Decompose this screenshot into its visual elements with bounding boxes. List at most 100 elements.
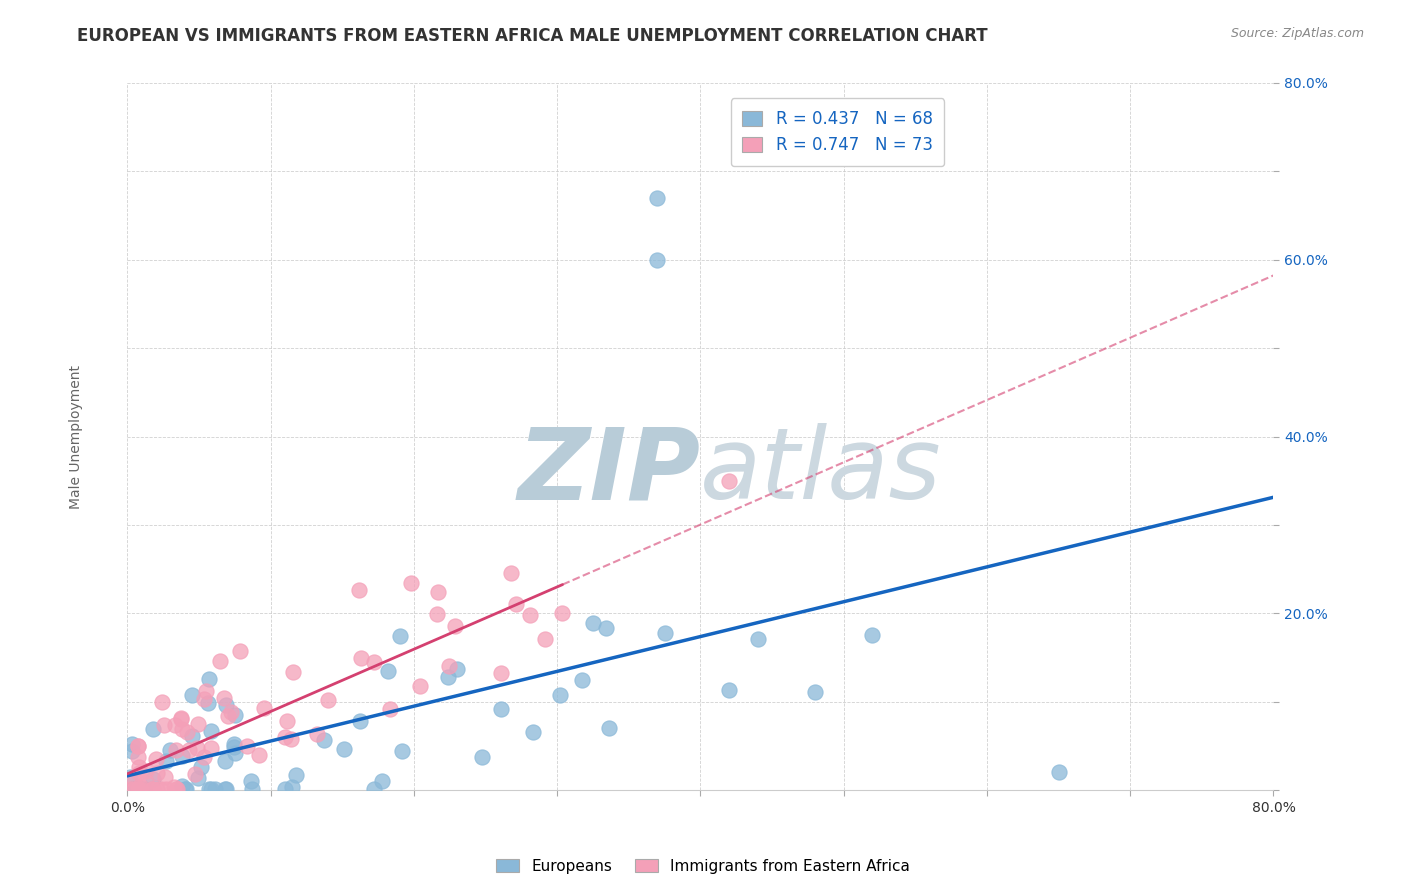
Point xyxy=(391,744,413,758)
Point xyxy=(177,743,200,757)
Point xyxy=(224,708,246,723)
Point xyxy=(363,782,385,797)
Point xyxy=(180,688,202,702)
Point xyxy=(141,782,163,797)
Text: Male Unemployment: Male Unemployment xyxy=(69,365,83,508)
Point xyxy=(165,782,187,797)
Point xyxy=(499,566,522,581)
Point xyxy=(208,654,231,668)
Point xyxy=(128,766,150,780)
Point xyxy=(222,739,245,754)
Text: Source: ZipAtlas.com: Source: ZipAtlas.com xyxy=(1230,27,1364,40)
Point xyxy=(247,747,270,762)
Point xyxy=(124,773,146,788)
Point xyxy=(159,743,181,757)
Point xyxy=(150,695,173,709)
Text: atlas: atlas xyxy=(700,424,942,520)
Point xyxy=(647,252,669,267)
Point xyxy=(228,643,250,657)
Point xyxy=(654,626,676,640)
Point xyxy=(165,742,187,756)
Point xyxy=(215,782,238,797)
Point xyxy=(389,629,412,643)
Point xyxy=(128,760,150,774)
Point xyxy=(152,718,174,732)
Point xyxy=(439,658,461,673)
Point xyxy=(122,782,145,797)
Point xyxy=(219,705,242,719)
Point xyxy=(239,773,262,788)
Point xyxy=(190,760,212,774)
Point xyxy=(747,632,769,647)
Text: ZIP: ZIP xyxy=(517,424,700,520)
Point xyxy=(129,782,152,797)
Point xyxy=(132,782,155,797)
Point xyxy=(378,702,401,716)
Point xyxy=(860,628,883,642)
Point xyxy=(165,718,187,732)
Point xyxy=(444,619,467,633)
Point xyxy=(127,782,149,797)
Point xyxy=(204,782,226,797)
Point xyxy=(141,722,163,736)
Point xyxy=(274,730,297,744)
Point xyxy=(446,662,468,676)
Point xyxy=(174,782,197,797)
Point xyxy=(200,740,222,755)
Point xyxy=(363,655,385,669)
Point xyxy=(281,780,304,794)
Point xyxy=(349,714,371,728)
Point xyxy=(377,664,399,678)
Point xyxy=(146,782,169,797)
Point xyxy=(595,621,617,635)
Point xyxy=(224,737,246,751)
Point xyxy=(471,749,494,764)
Point xyxy=(519,607,541,622)
Point xyxy=(153,770,176,784)
Point xyxy=(142,772,165,786)
Point xyxy=(307,727,329,741)
Point xyxy=(253,701,276,715)
Point xyxy=(145,752,167,766)
Point xyxy=(127,750,149,764)
Point xyxy=(187,716,209,731)
Point xyxy=(170,712,193,726)
Point xyxy=(215,698,238,712)
Point xyxy=(409,679,432,693)
Point xyxy=(129,779,152,793)
Point xyxy=(121,744,143,758)
Point xyxy=(146,766,169,780)
Point xyxy=(129,782,152,797)
Point xyxy=(647,191,669,205)
Point xyxy=(214,782,236,797)
Point xyxy=(401,575,423,590)
Point xyxy=(274,782,297,797)
Point xyxy=(184,767,207,781)
Point xyxy=(598,721,620,735)
Point xyxy=(427,585,450,599)
Point xyxy=(571,673,593,687)
Point xyxy=(127,739,149,753)
Point xyxy=(127,782,149,797)
Point xyxy=(118,782,141,797)
Point xyxy=(224,747,246,761)
Point xyxy=(176,724,198,739)
Point xyxy=(155,782,177,797)
Point xyxy=(166,782,188,797)
Point xyxy=(127,739,149,754)
Point xyxy=(522,725,544,739)
Point xyxy=(804,684,827,698)
Point xyxy=(135,764,157,778)
Point xyxy=(1047,765,1070,780)
Point xyxy=(426,607,449,622)
Point xyxy=(187,771,209,785)
Point xyxy=(551,606,574,620)
Point xyxy=(198,672,221,686)
Point xyxy=(505,598,527,612)
Point xyxy=(118,770,141,784)
Point xyxy=(170,722,193,736)
Point xyxy=(124,782,146,797)
Point xyxy=(212,690,235,705)
Point xyxy=(142,782,165,797)
Point xyxy=(186,741,208,756)
